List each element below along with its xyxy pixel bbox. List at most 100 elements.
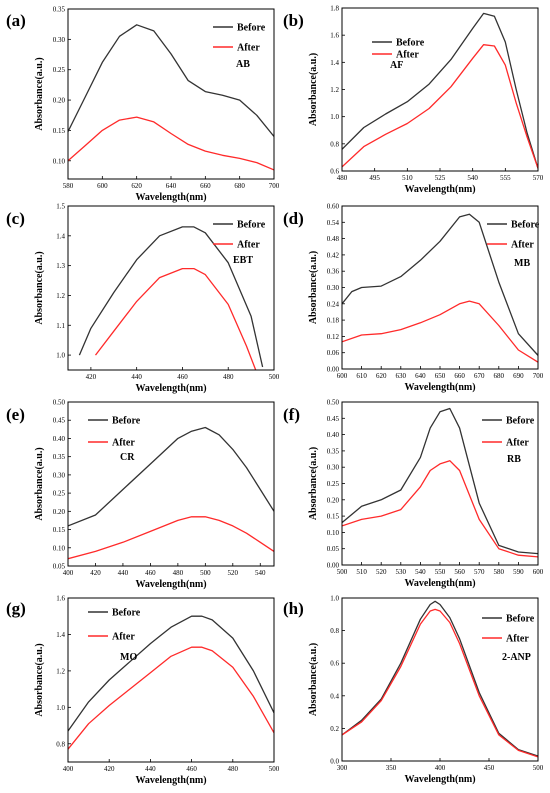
x-tick-label: 620	[131, 182, 142, 190]
y-tick-label: 1.2	[330, 86, 339, 94]
x-tick-label: 540	[415, 568, 426, 576]
y-tick-label: 0.15	[53, 127, 66, 135]
x-axis-label: Wavelength(nm)	[404, 774, 475, 785]
x-tick-label: 510	[402, 174, 413, 182]
x-tick-label: 440	[131, 373, 142, 381]
x-tick-label: 550	[435, 568, 446, 576]
x-tick-label: 525	[435, 174, 446, 182]
y-tick-label: 0.24	[327, 300, 340, 308]
y-axis-label: Absorbance(a.u.)	[308, 53, 319, 126]
x-tick-label: 420	[90, 569, 101, 577]
panel-label: (g)	[6, 599, 26, 618]
x-tick-label: 660	[200, 182, 211, 190]
series-line-before	[342, 12, 538, 169]
y-tick-label: 0.30	[327, 464, 340, 472]
x-tick-label: 460	[186, 765, 197, 773]
chart-panel-6: (f) Absorbance(a.u.) Wavelength(nm) 500 510 5…	[283, 399, 544, 590]
y-tick-label: 0.0	[330, 758, 339, 766]
x-tick-label: 680	[234, 182, 245, 190]
plot-frame	[341, 401, 539, 566]
y-tick-label: 1.4	[56, 631, 65, 639]
x-tick-label: 680	[494, 372, 505, 380]
y-tick-label: 0.30	[53, 36, 66, 44]
y-axis-label: Absorbance(a.u.)	[34, 251, 45, 324]
x-tick-label: 600	[97, 182, 108, 190]
dye-annotation: RB	[507, 454, 521, 465]
panel-label: (e)	[6, 405, 25, 424]
y-axis-label: Absorbance(a.u.)	[308, 643, 319, 716]
y-tick-label: 1.0	[56, 704, 65, 712]
y-tick-label: 0.8	[330, 140, 339, 148]
y-tick-label: 0.15	[53, 526, 66, 534]
y-tick-label: 0.36	[327, 268, 340, 276]
x-tick-label: 350	[386, 764, 397, 772]
y-tick-label: 0.15	[327, 513, 340, 521]
x-tick-label: 480	[337, 174, 348, 182]
x-axis-label: Wavelength(nm)	[404, 578, 475, 589]
y-axis-label: Absorbance(a.u.)	[34, 57, 45, 130]
y-tick-label: 0.30	[53, 471, 66, 479]
y-tick-label: 1.3	[56, 262, 65, 270]
x-tick-label: 630	[396, 372, 407, 380]
legend-label-after: After	[396, 50, 419, 61]
x-tick-label: 500	[269, 765, 280, 773]
y-tick-label: 0.6	[330, 660, 339, 668]
plot-frame	[67, 401, 275, 567]
plot-frame	[67, 597, 275, 763]
y-tick-label: 1.0	[330, 113, 339, 121]
y-tick-label: 0.10	[53, 157, 66, 165]
y-tick-label: 1.4	[330, 59, 339, 67]
x-tick-label: 460	[177, 373, 188, 381]
x-tick-label: 560	[454, 568, 465, 576]
y-tick-label: 0.2	[330, 725, 339, 733]
legend-label-before: Before	[506, 614, 535, 625]
panel-label: (a)	[6, 11, 26, 30]
y-tick-label: 0.25	[327, 480, 340, 488]
x-tick-label: 400	[63, 569, 74, 577]
chart-panel-8: (h) Absorbance(a.u.) Wavelength(nm) 300 350 4…	[283, 595, 544, 786]
x-axis-label: Wavelength(nm)	[404, 184, 475, 195]
y-tick-label: 0.40	[327, 431, 340, 439]
chart-panel-5: (e) Absorbance(a.u.) Wavelength(nm) 400 420 4…	[6, 399, 275, 590]
y-tick-label: 0.6	[330, 168, 339, 176]
series-line-after	[94, 267, 257, 370]
series-line-before	[68, 426, 274, 527]
dye-annotation: AF	[390, 60, 403, 71]
plot-frame	[341, 205, 539, 370]
panel-label: (c)	[6, 209, 25, 228]
dye-annotation: CR	[120, 452, 135, 463]
x-tick-label: 570	[474, 568, 485, 576]
series-line-after	[342, 608, 538, 758]
x-tick-label: 600	[337, 372, 348, 380]
legend-label-before: Before	[396, 38, 425, 49]
x-tick-label: 440	[118, 569, 129, 577]
x-tick-label: 580	[494, 568, 505, 576]
x-tick-label: 700	[269, 182, 280, 190]
legend-label-after: After	[511, 240, 534, 251]
x-tick-label: 450	[484, 764, 495, 772]
x-tick-label: 480	[223, 373, 234, 381]
x-tick-label: 640	[415, 372, 426, 380]
y-tick-label: 0.4	[330, 692, 339, 700]
x-tick-label: 420	[104, 765, 115, 773]
y-tick-label: 0.10	[53, 544, 66, 552]
series-line-after	[342, 460, 538, 558]
x-tick-label: 400	[63, 765, 74, 773]
series-line-after	[68, 646, 274, 750]
x-tick-label: 500	[337, 568, 348, 576]
legend-label-before: Before	[112, 608, 141, 619]
dye-annotation: MO	[120, 652, 137, 663]
x-tick-label: 570	[533, 174, 544, 182]
legend-label-before: Before	[112, 416, 141, 427]
y-tick-label: 0.00	[327, 366, 340, 374]
legend-label-after: After	[237, 43, 260, 54]
y-tick-label: 0.35	[53, 6, 66, 14]
y-tick-label: 1.6	[330, 32, 339, 40]
y-tick-label: 1.2	[56, 292, 65, 300]
y-tick-label: 0.48	[327, 235, 340, 243]
y-tick-label: 0.60	[327, 203, 340, 211]
